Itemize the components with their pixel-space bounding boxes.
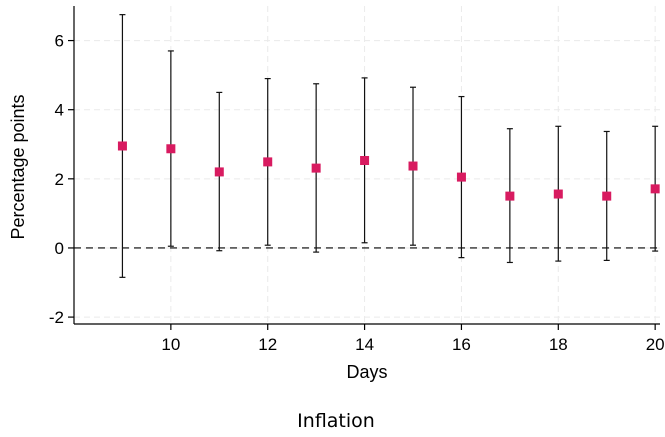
y-tick-label: 4 bbox=[55, 101, 64, 120]
point-marker bbox=[650, 184, 660, 194]
chart-caption: Inflation bbox=[297, 410, 375, 432]
axes: -2 0 2 4 6 10 12 14 16 18 20 bbox=[49, 6, 665, 354]
x-tick-label: 16 bbox=[452, 335, 471, 354]
y-axis-title: Percentage points bbox=[8, 94, 28, 239]
point-marker bbox=[360, 156, 370, 166]
x-axis-title: Days bbox=[346, 362, 387, 382]
point-marker bbox=[117, 141, 127, 151]
point-marker bbox=[505, 191, 515, 201]
point-marker bbox=[214, 167, 224, 177]
point-marker bbox=[408, 161, 418, 171]
point-marker bbox=[456, 172, 466, 182]
data-marks bbox=[74, 14, 660, 278]
y-tick-label: -2 bbox=[49, 308, 64, 327]
x-tick-label: 18 bbox=[549, 335, 568, 354]
point-marker bbox=[553, 189, 563, 199]
point-marker bbox=[602, 191, 612, 201]
x-tick-label: 12 bbox=[258, 335, 277, 354]
point-marker bbox=[311, 163, 321, 173]
point-marker bbox=[166, 144, 176, 154]
x-tick-label: 10 bbox=[161, 335, 180, 354]
point-marker bbox=[263, 157, 273, 167]
x-tick-label: 20 bbox=[646, 335, 665, 354]
y-tick-label: 2 bbox=[55, 170, 64, 189]
x-tick-label: 14 bbox=[355, 335, 374, 354]
y-tick-label: 6 bbox=[55, 32, 64, 51]
y-tick-label: 0 bbox=[55, 239, 64, 258]
